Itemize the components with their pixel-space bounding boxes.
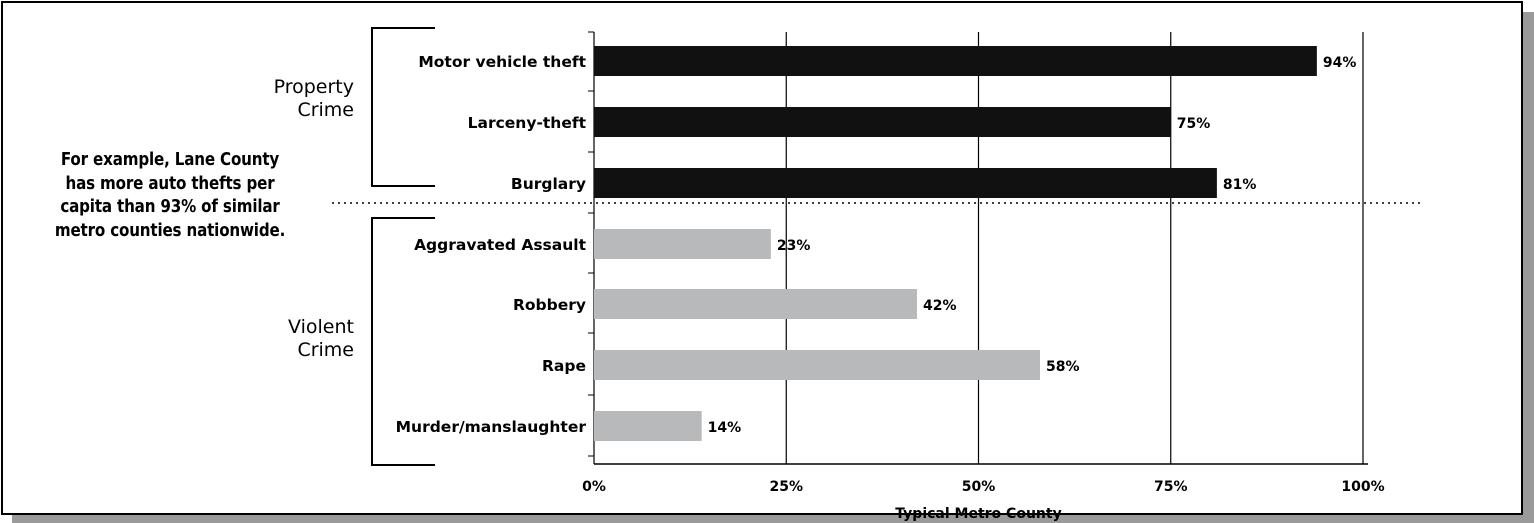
category-label: Burglary — [511, 175, 586, 193]
annotation-text: For example, Lane County has more auto t… — [54, 149, 286, 241]
category-label: Aggravated Assault — [414, 236, 587, 254]
bracket-violent — [371, 217, 435, 466]
x-tick-label: 25% — [769, 479, 803, 495]
value-label: 14% — [708, 420, 742, 436]
value-label: 23% — [777, 238, 811, 254]
value-label: 75% — [1177, 116, 1211, 132]
group-label-property: Property Crime — [154, 76, 354, 122]
category-label: Larceny-theft — [468, 114, 587, 132]
value-label: 42% — [923, 298, 957, 314]
x-tick-label: 50% — [962, 479, 996, 495]
bar-rape — [594, 350, 1041, 380]
category-label: Robbery — [513, 296, 586, 314]
x-tick-label: 75% — [1154, 479, 1188, 495]
value-label: 94% — [1323, 55, 1357, 71]
x-tick-label: 0% — [582, 479, 606, 495]
category-label: Motor vehicle theft — [418, 53, 586, 71]
value-label: 58% — [1046, 359, 1080, 375]
bracket-property — [371, 27, 435, 187]
bar-motor-vehicle-theft — [594, 46, 1317, 76]
group-label-violent: Violent Crime — [154, 316, 354, 362]
bar-burglary — [594, 168, 1217, 198]
group-label-violent-line1: Violent — [288, 316, 354, 338]
group-label-property-line1: Property — [273, 76, 354, 98]
category-label: Rape — [542, 357, 586, 375]
bar-aggravated-assault — [594, 229, 771, 259]
group-label-violent-line2: Crime — [297, 339, 354, 361]
bar-larceny-theft — [594, 107, 1171, 137]
bar-murder-manslaughter — [594, 411, 702, 441]
group-label-property-line2: Crime — [297, 99, 354, 121]
bar-robbery — [594, 289, 917, 319]
x-axis-title: Typical Metro County — [895, 506, 1061, 522]
value-label: 81% — [1223, 177, 1257, 193]
category-label: Murder/manslaughter — [396, 418, 587, 436]
x-tick-label: 100% — [1341, 479, 1384, 495]
